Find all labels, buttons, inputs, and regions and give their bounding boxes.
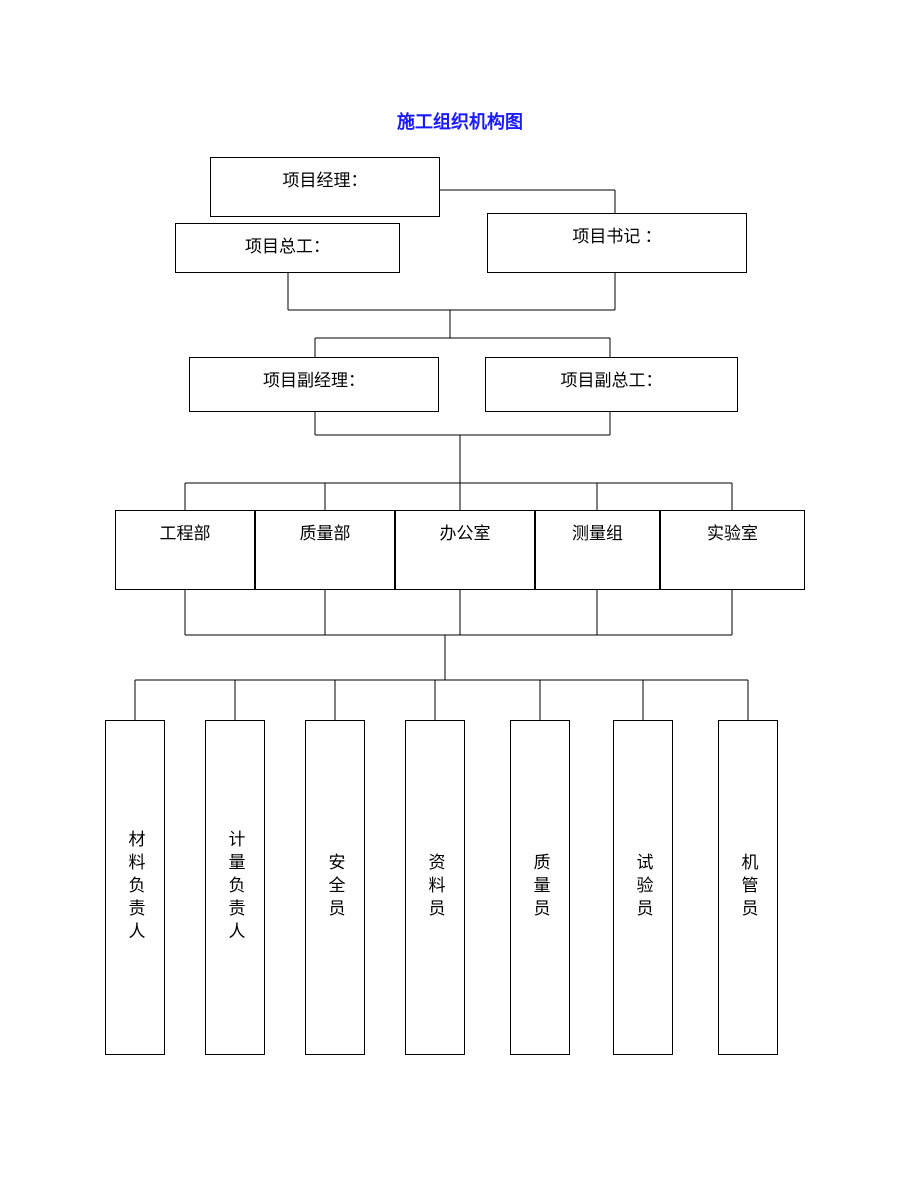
org-node-n5: 项目副总工：	[485, 357, 738, 412]
org-node-label: 项目总工：	[245, 232, 330, 257]
org-node-label: 试验员	[631, 853, 656, 922]
org-node-label: 项目副经理：	[263, 366, 365, 391]
org-node-label: 资料员	[423, 853, 448, 922]
org-node-label: 质量部	[300, 519, 351, 544]
org-node-label: 工程部	[160, 519, 211, 544]
org-node-label: 安全员	[323, 853, 348, 922]
chart-title: 施工组织机构图	[370, 108, 550, 134]
org-node-r3: 安全员	[305, 720, 365, 1055]
org-node-r5: 质量员	[510, 720, 570, 1055]
org-node-r2: 计量负责人	[205, 720, 265, 1055]
org-node-d3: 办公室	[395, 510, 535, 590]
org-node-n1: 项目经理：	[210, 157, 440, 217]
org-node-d2: 质量部	[255, 510, 395, 590]
org-node-label: 实验室	[707, 519, 758, 544]
org-node-d1: 工程部	[115, 510, 255, 590]
org-node-label: 项目副总工：	[561, 366, 663, 391]
org-node-label: 项目书记 ：	[572, 222, 661, 247]
org-node-label: 计量负责人	[223, 830, 248, 945]
org-node-label: 质量员	[528, 853, 553, 922]
org-node-r4: 资料员	[405, 720, 465, 1055]
org-node-d4: 测量组	[535, 510, 660, 590]
org-node-r6: 试验员	[613, 720, 673, 1055]
org-node-label: 材料负责人	[123, 830, 148, 945]
org-node-r7: 机管员	[718, 720, 778, 1055]
org-node-n4: 项目副经理：	[189, 357, 439, 412]
org-node-r1: 材料负责人	[105, 720, 165, 1055]
org-node-label: 测量组	[572, 519, 623, 544]
org-node-d5: 实验室	[660, 510, 805, 590]
org-node-label: 机管员	[736, 853, 761, 922]
org-node-label: 项目经理：	[283, 166, 368, 191]
org-node-n3: 项目书记 ：	[487, 213, 747, 273]
org-node-label: 办公室	[440, 519, 491, 544]
org-node-n2: 项目总工：	[175, 223, 400, 273]
